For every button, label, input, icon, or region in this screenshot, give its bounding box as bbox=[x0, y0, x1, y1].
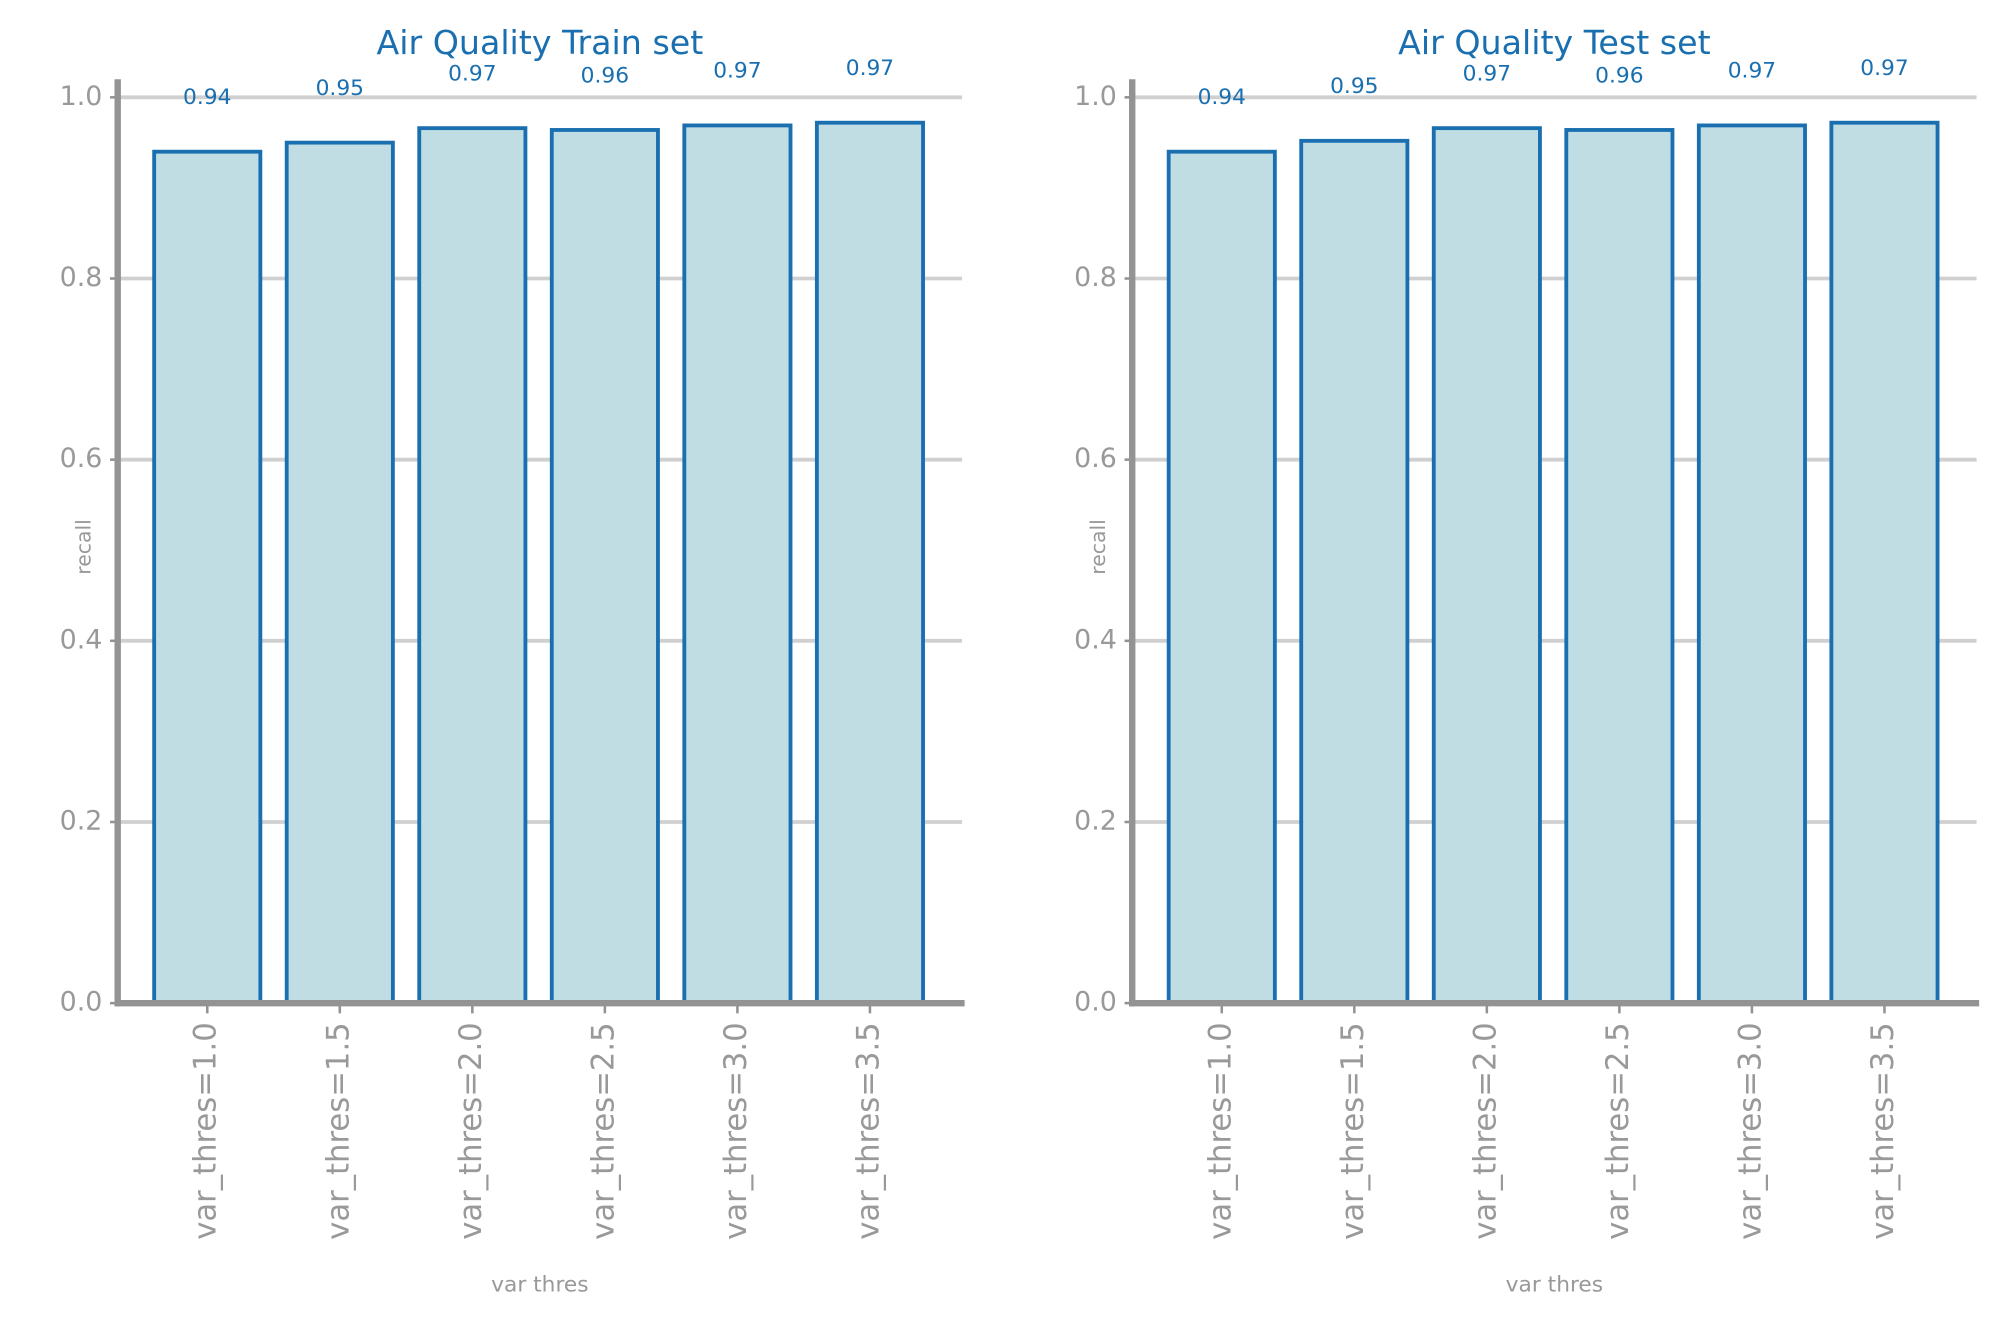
y-tick-label: 0.0 bbox=[60, 987, 103, 1018]
y-axis-label: recall bbox=[1086, 519, 1110, 575]
bar bbox=[417, 126, 528, 1006]
value-label: 0.96 bbox=[1595, 63, 1643, 88]
bar bbox=[284, 140, 395, 1006]
value-label: 0.97 bbox=[713, 59, 761, 84]
bar bbox=[682, 123, 793, 1006]
bar bbox=[1431, 126, 1542, 1006]
x-axis-label: var thres bbox=[1506, 1273, 1603, 1298]
value-label: 0.95 bbox=[1330, 74, 1378, 99]
value-label: 0.97 bbox=[1728, 59, 1776, 84]
x-tick-label: var_thres=2.0 bbox=[454, 1022, 489, 1240]
value-label: 0.97 bbox=[846, 56, 894, 81]
value-label: 0.97 bbox=[448, 61, 496, 86]
chart-title: Air Quality Train set bbox=[376, 23, 703, 62]
bar bbox=[814, 120, 925, 1006]
y-tick-label: 0.8 bbox=[60, 262, 103, 293]
x-tick-label: var_thres=3.5 bbox=[851, 1022, 886, 1240]
x-tick-label: var_thres=1.5 bbox=[321, 1022, 356, 1240]
y-tick-label: 0.2 bbox=[1074, 805, 1117, 836]
x-tick-label: var_thres=2.5 bbox=[1601, 1022, 1636, 1240]
value-label: 0.94 bbox=[1198, 85, 1246, 110]
value-label: 0.97 bbox=[1463, 61, 1511, 86]
bar bbox=[1696, 123, 1807, 1006]
y-tick-label: 0.6 bbox=[60, 443, 103, 474]
value-label: 0.96 bbox=[581, 63, 629, 88]
bar bbox=[1564, 128, 1675, 1006]
value-label: 0.97 bbox=[1860, 56, 1908, 81]
y-tick-label: 0.0 bbox=[1074, 987, 1117, 1018]
y-tick-label: 0.2 bbox=[60, 805, 103, 836]
bar bbox=[1829, 120, 1940, 1006]
bar bbox=[1299, 138, 1410, 1006]
x-tick-label: var_thres=3.0 bbox=[1733, 1022, 1768, 1240]
x-tick-label: var_thres=2.5 bbox=[586, 1022, 621, 1240]
y-tick-label: 0.6 bbox=[1074, 443, 1117, 474]
bar bbox=[152, 149, 263, 1006]
y-axis-label: recall bbox=[71, 519, 95, 575]
chart-title: Air Quality Test set bbox=[1398, 23, 1711, 62]
bar bbox=[1166, 149, 1277, 1006]
x-tick-label: var_thres=1.0 bbox=[1203, 1022, 1238, 1240]
y-tick-label: 0.8 bbox=[1074, 262, 1117, 293]
x-tick-label: var_thres=1.0 bbox=[189, 1022, 224, 1240]
x-axis-label: var thres bbox=[491, 1273, 588, 1298]
x-tick-label: var_thres=3.0 bbox=[719, 1022, 754, 1240]
value-label: 0.94 bbox=[183, 85, 231, 110]
y-tick-label: 0.4 bbox=[1074, 624, 1117, 655]
x-tick-label: var_thres=3.5 bbox=[1866, 1022, 1901, 1240]
y-tick-label: 1.0 bbox=[60, 81, 103, 112]
x-tick-label: var_thres=1.5 bbox=[1336, 1022, 1371, 1240]
bar bbox=[549, 128, 660, 1006]
x-tick-label: var_thres=2.0 bbox=[1468, 1022, 1503, 1240]
value-label: 0.95 bbox=[316, 76, 364, 101]
y-tick-label: 1.0 bbox=[1074, 81, 1117, 112]
y-tick-label: 0.4 bbox=[60, 624, 103, 655]
